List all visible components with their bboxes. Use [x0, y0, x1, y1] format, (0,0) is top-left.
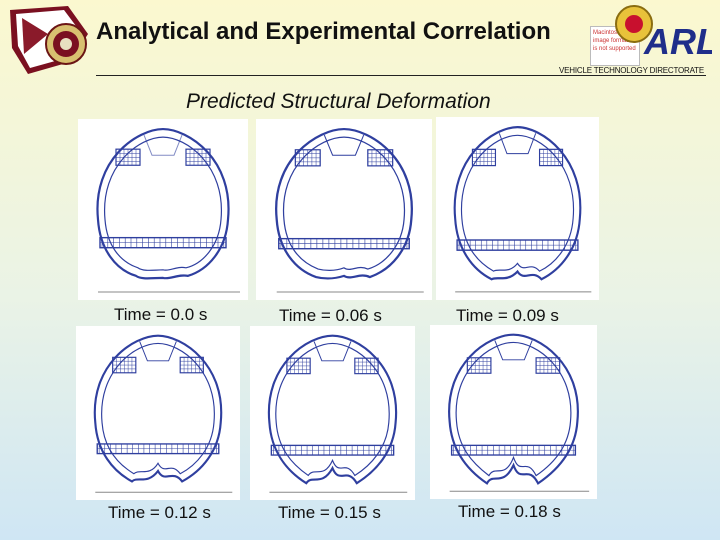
mesh-drawing	[93, 334, 233, 493]
placeholder-line: image format	[593, 38, 629, 44]
mesh-drawing	[453, 126, 592, 293]
placeholder-line: Macintosh PICT	[593, 30, 636, 36]
deformation-panel-t0	[78, 119, 248, 300]
mesh-drawing	[275, 127, 424, 293]
directorate-label: VEHICLE TECHNOLOGY DIRECTORATE	[559, 66, 704, 75]
slide-title: Analytical and Experimental Correlation	[96, 18, 551, 45]
deformation-panel-t006	[256, 119, 432, 300]
arl-logo-text: ARL	[643, 21, 712, 62]
header-divider	[96, 75, 706, 76]
deformation-panel-t012	[76, 326, 240, 500]
panel-caption: Time = 0.15 s	[278, 503, 381, 522]
panel-caption: Time = 0.12 s	[108, 503, 211, 522]
mesh-drawing	[448, 333, 590, 492]
deformation-panel-t015	[250, 326, 415, 500]
arl-logo: ARL	[600, 2, 718, 64]
mesh-drawing	[96, 127, 240, 293]
deformation-panel-t009	[436, 117, 599, 300]
deformation-panel-t018	[430, 325, 597, 499]
panel-caption: Time = 0.18 s	[458, 502, 561, 521]
panel-caption: Time = 0.0 s	[114, 305, 208, 324]
panel-caption: Time = 0.09 s	[456, 306, 559, 325]
panel-caption: Time = 0.06 s	[279, 306, 382, 325]
army-emblem-icon	[8, 4, 92, 76]
section-heading: Predicted Structural Deformation	[186, 90, 491, 113]
mesh-drawing	[267, 334, 408, 493]
placeholder-line: is not supported	[593, 46, 636, 52]
unsupported-image-placeholder: Macintosh PICT image format is not suppo…	[590, 26, 640, 66]
